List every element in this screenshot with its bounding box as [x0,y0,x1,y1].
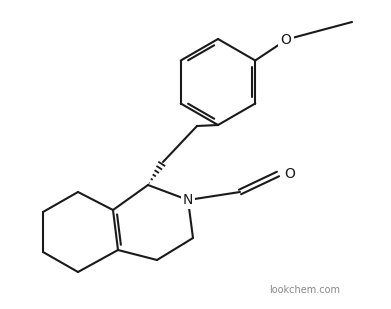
Text: O: O [284,167,295,181]
Text: lookchem.com: lookchem.com [269,285,341,295]
Text: O: O [281,33,291,47]
Text: N: N [183,193,193,207]
Text: O: O [281,33,291,47]
